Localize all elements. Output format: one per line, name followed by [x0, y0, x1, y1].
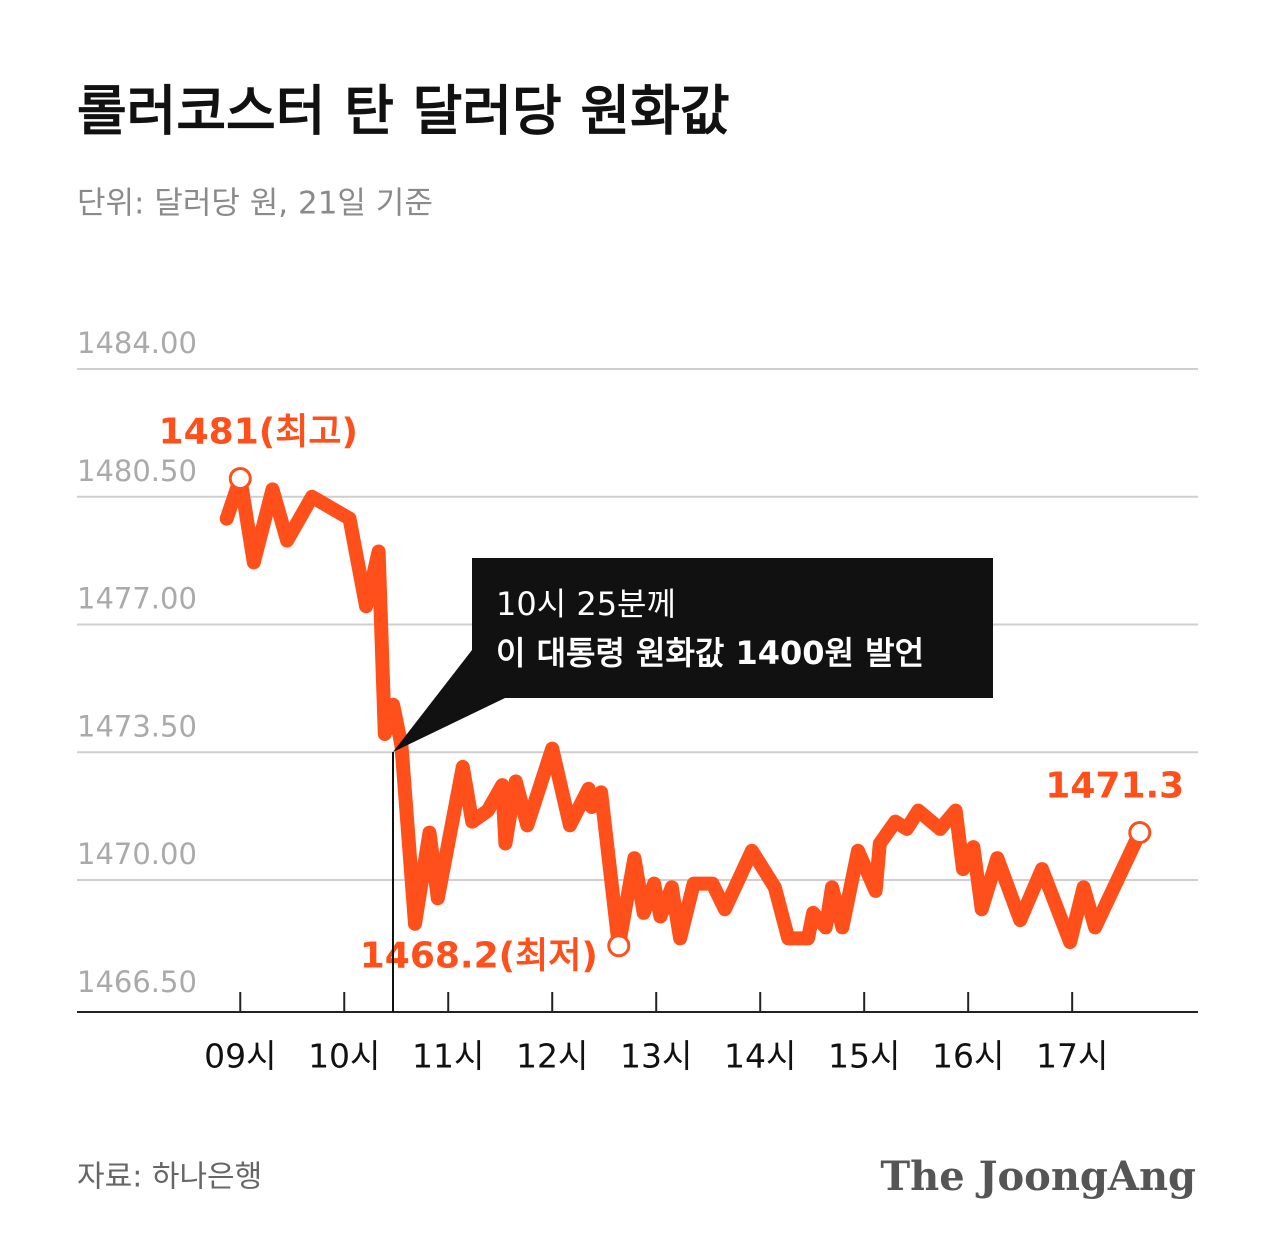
- chart-subtitle: 단위: 달러당 원, 21일 기준: [77, 186, 433, 222]
- x-tick-label: 17시: [1036, 1037, 1108, 1076]
- annotation-box: [472, 558, 993, 698]
- x-tick-label: 11시: [412, 1037, 484, 1076]
- y-tick-label: 1480.50: [77, 454, 197, 488]
- y-tick-label: 1473.50: [77, 709, 197, 743]
- marker: [1128, 821, 1152, 845]
- y-tick-label: 1484.00: [77, 326, 197, 360]
- x-tick-label: 12시: [516, 1037, 588, 1076]
- x-tick-label: 13시: [620, 1037, 692, 1076]
- plot: 1466.50 1470.00 1473.50 1477.00 1480.50 1484.…: [77, 326, 1198, 1076]
- chart-title: 롤러코스터 탄 달러당 원화값: [77, 80, 730, 143]
- x-tick-label: 14시: [724, 1037, 796, 1076]
- annotation-line: 이 대통령 원화값 1400원 발언: [496, 634, 924, 672]
- data-label: 1471.3: [1045, 766, 1184, 807]
- line: [219, 471, 1147, 953]
- x-tick-label: 10시: [308, 1037, 380, 1076]
- source: 자료: 하나은행: [77, 1160, 262, 1195]
- x-tick-label: 09시: [204, 1037, 276, 1076]
- marker: [228, 467, 252, 490]
- x-tick-label: 15시: [828, 1037, 900, 1076]
- x-tick-label: 16시: [932, 1037, 1004, 1076]
- y-tick-label: 1477.00: [77, 582, 197, 616]
- annotation-line: 10시 25분께: [496, 585, 676, 623]
- data-label: 1468.2(최저): [360, 936, 598, 977]
- data-label: 1481(최고): [159, 412, 358, 453]
- marker: [607, 934, 631, 958]
- y-tick-label: 1470.00: [77, 837, 197, 871]
- y-tick-label: 1466.50: [77, 965, 197, 999]
- brand: The JoongAng: [880, 1153, 1196, 1200]
